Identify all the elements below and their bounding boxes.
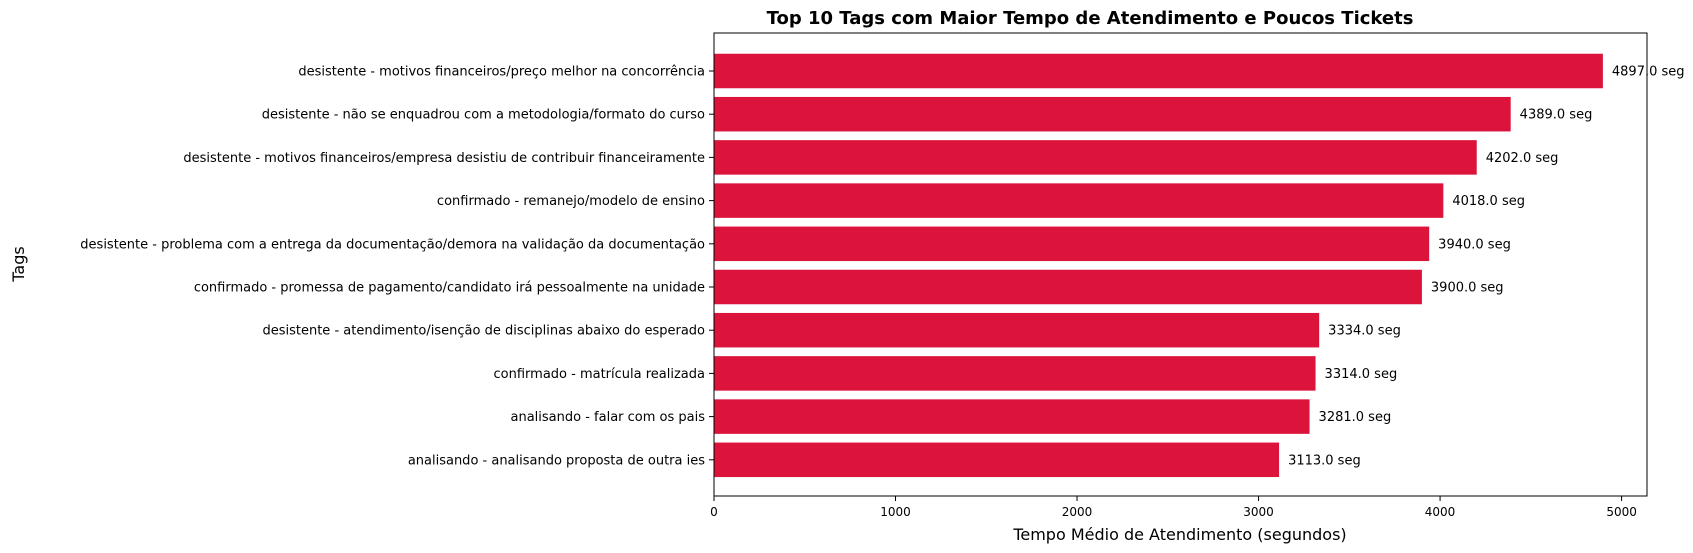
bar-value-label: 4018.0 seg <box>1452 194 1525 209</box>
y-tick-label: desistente - motivos financeiros/preço m… <box>298 65 705 80</box>
bar <box>714 53 1603 89</box>
bar-value-label: 3281.0 seg <box>1319 410 1392 425</box>
y-tick-label: desistente - não se enquadrou com a meto… <box>262 108 705 123</box>
bar <box>714 312 1320 348</box>
bar-value-label: 3900.0 seg <box>1431 281 1504 296</box>
y-tick-label: desistente - atendimento/isenção de disc… <box>262 324 705 339</box>
y-tick-label: confirmado - matrícula realizada <box>494 367 705 382</box>
x-axis: 0 1000 2000 3000 4000 5000 <box>710 496 1637 519</box>
bar <box>714 399 1310 434</box>
x-tick-label: 3000 <box>1243 505 1274 519</box>
chart-title: Top 10 Tags com Maior Tempo de Atendimen… <box>767 8 1414 29</box>
x-axis-title: Tempo Médio de Atendimento (segundos) <box>1012 525 1346 544</box>
bar <box>714 269 1422 305</box>
plot-area: 4897.0 seg 4389.0 seg 4202.0 seg 4018.0 seg… <box>714 53 1685 478</box>
bar <box>714 96 1511 132</box>
y-tick-label: confirmado - remanejo/modelo de ensino <box>437 194 705 209</box>
bar <box>714 442 1280 478</box>
bar <box>714 356 1316 391</box>
y-tick-label: analisando - analisando proposta de outr… <box>408 453 705 468</box>
x-tick-label: 4000 <box>1425 505 1456 519</box>
y-axis-title: Tags <box>9 246 28 282</box>
bar-value-label: 3314.0 seg <box>1325 367 1398 382</box>
y-tick-label: desistente - motivos financeiros/empresa… <box>183 151 705 166</box>
plot-frame <box>713 32 1648 497</box>
x-tick-label: 2000 <box>1062 505 1093 519</box>
bar-value-label: 3113.0 seg <box>1288 453 1361 468</box>
bar-value-label: 4389.0 seg <box>1520 108 1593 123</box>
bar-value-label: 3334.0 seg <box>1328 324 1401 339</box>
bar <box>714 183 1444 218</box>
y-tick-label: desistente - problema com a entrega da d… <box>80 237 705 252</box>
y-tick-label: confirmado - promessa de pagamento/candi… <box>194 281 705 296</box>
x-tick-label: 0 <box>710 505 718 519</box>
y-tick-label: analisando - falar com os pais <box>511 410 706 425</box>
bar-value-label: 3940.0 seg <box>1438 237 1511 252</box>
x-tick-label: 5000 <box>1606 505 1637 519</box>
y-axis: desistente - motivos financeiros/preço m… <box>80 65 714 468</box>
bar-value-label: 4897.0 seg <box>1612 65 1685 80</box>
x-tick-label: 1000 <box>880 505 911 519</box>
bar <box>714 226 1430 262</box>
bar-value-label: 4202.0 seg <box>1486 151 1559 166</box>
bar <box>714 140 1477 175</box>
